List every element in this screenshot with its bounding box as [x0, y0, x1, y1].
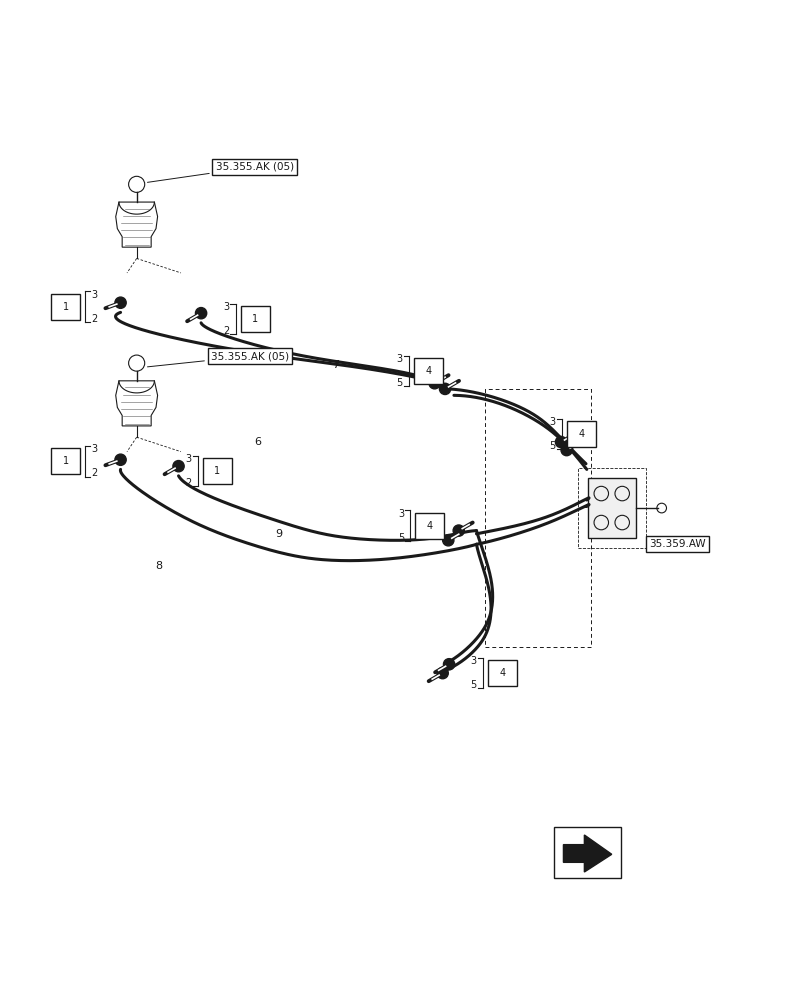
- Text: 2: 2: [91, 468, 98, 478]
- Polygon shape: [563, 835, 612, 872]
- Circle shape: [429, 378, 440, 389]
- Circle shape: [196, 308, 207, 319]
- Text: 35.359.AW: 35.359.AW: [650, 539, 706, 549]
- Circle shape: [561, 444, 572, 456]
- Text: 7: 7: [332, 360, 339, 370]
- FancyBboxPatch shape: [52, 448, 80, 474]
- Circle shape: [453, 525, 465, 536]
- Text: 2: 2: [185, 478, 191, 488]
- Text: 8: 8: [155, 561, 162, 571]
- Circle shape: [555, 436, 566, 448]
- Circle shape: [115, 454, 126, 465]
- Text: 5: 5: [549, 441, 555, 451]
- Circle shape: [444, 659, 455, 670]
- Circle shape: [115, 297, 126, 308]
- Text: 3: 3: [185, 454, 191, 464]
- FancyBboxPatch shape: [414, 358, 443, 384]
- Bar: [587, 478, 636, 538]
- Text: 9: 9: [276, 529, 283, 539]
- Text: 3: 3: [396, 354, 402, 364]
- Circle shape: [437, 667, 448, 679]
- Text: 35.355.AK (05): 35.355.AK (05): [148, 351, 289, 367]
- Bar: [578, 468, 646, 548]
- Circle shape: [173, 461, 184, 472]
- Text: 35.355.AK (05): 35.355.AK (05): [148, 162, 293, 182]
- FancyBboxPatch shape: [241, 306, 270, 332]
- Text: 1: 1: [63, 302, 69, 312]
- Text: 3: 3: [91, 444, 98, 454]
- Bar: [553, 827, 621, 878]
- Text: 3: 3: [398, 509, 404, 519]
- Text: 3: 3: [549, 417, 555, 427]
- Text: 1: 1: [63, 456, 69, 466]
- Text: 4: 4: [499, 668, 505, 678]
- Text: 1: 1: [252, 314, 258, 324]
- Text: 3: 3: [470, 656, 477, 666]
- FancyBboxPatch shape: [203, 458, 232, 484]
- Text: 4: 4: [427, 521, 433, 531]
- Text: 2: 2: [223, 326, 229, 336]
- Text: 3: 3: [223, 302, 229, 312]
- Text: 3: 3: [91, 290, 98, 300]
- Text: 4: 4: [425, 366, 431, 376]
- FancyBboxPatch shape: [415, 513, 444, 539]
- FancyBboxPatch shape: [52, 294, 80, 320]
- Text: 6: 6: [254, 437, 261, 447]
- Circle shape: [440, 383, 451, 395]
- Text: 5: 5: [470, 680, 477, 690]
- Text: 5: 5: [398, 533, 404, 543]
- FancyBboxPatch shape: [566, 421, 595, 447]
- Circle shape: [443, 535, 454, 546]
- Text: 4: 4: [578, 429, 584, 439]
- Text: 5: 5: [396, 378, 402, 388]
- Text: 1: 1: [214, 466, 221, 476]
- Text: 2: 2: [91, 314, 98, 324]
- FancyBboxPatch shape: [488, 660, 517, 686]
